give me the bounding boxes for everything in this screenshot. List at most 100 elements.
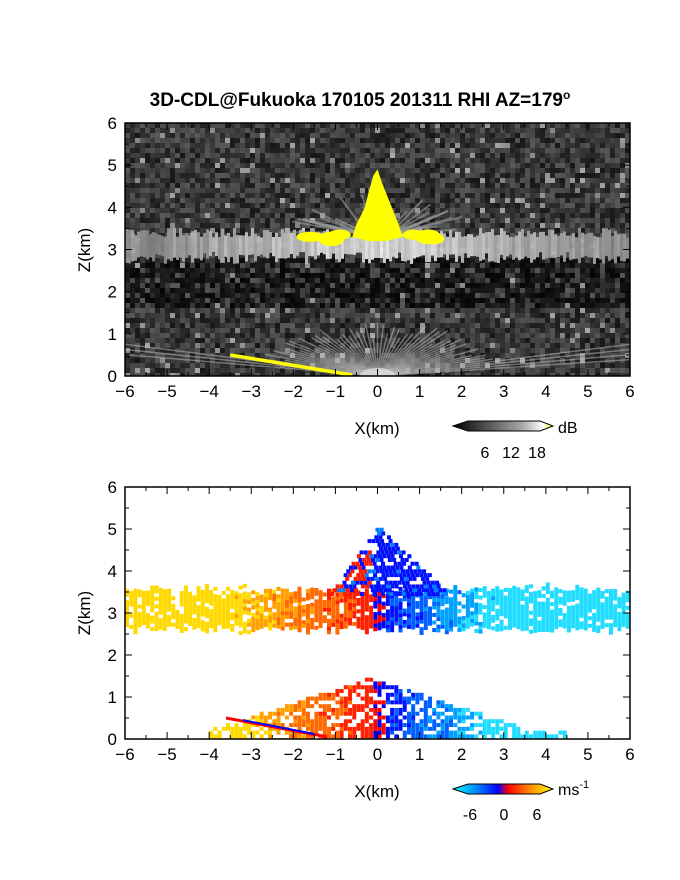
noise-cell: [395, 128, 400, 133]
noise-cell: [225, 143, 230, 148]
noise-cell: [445, 148, 450, 153]
noise-cell: [215, 143, 220, 148]
noise-cell: [230, 133, 235, 138]
noise-cell: [165, 153, 170, 158]
noise-cell: [250, 218, 255, 223]
noise-cell: [335, 143, 340, 148]
noise-cell: [530, 303, 535, 308]
noise-cell: [145, 128, 150, 133]
noise-cell: [600, 328, 605, 333]
noise-cell: [415, 183, 420, 188]
noise-cell: [225, 333, 230, 338]
noise-cell: [260, 333, 265, 338]
noise-cell: [205, 258, 210, 263]
noise-cell: [150, 338, 155, 343]
noise-cell: [430, 348, 435, 353]
noise-cell: [195, 188, 200, 193]
noise-cell: [445, 213, 450, 218]
noise-cell: [485, 308, 490, 313]
noise-cell: [370, 173, 375, 178]
noise-cell: [185, 208, 190, 213]
noise-cell: [535, 168, 540, 173]
noise-cell: [145, 163, 150, 168]
noise-cell: [200, 308, 205, 313]
noise-cell: [215, 148, 220, 153]
noise-cell: [175, 178, 180, 183]
noise-cell: [375, 143, 380, 148]
noise-cell: [195, 123, 200, 128]
noise-cell: [145, 143, 150, 148]
noise-cell: [560, 163, 565, 168]
noise-cell: [175, 188, 180, 193]
noise-cell: [295, 183, 300, 188]
noise-cell: [265, 343, 270, 348]
noise-cell: [390, 148, 395, 153]
noise-cell: [165, 143, 170, 148]
noise-cell: [490, 303, 495, 308]
noise-cell: [465, 158, 470, 163]
noise-cell: [355, 188, 360, 193]
noise-cell: [315, 213, 320, 218]
noise-cell: [555, 338, 560, 343]
noise-cell: [245, 263, 250, 268]
noise-cell: [545, 308, 550, 313]
noise-cell: [570, 158, 575, 163]
noise-cell: [600, 203, 605, 208]
noise-cell: [330, 293, 335, 298]
noise-cell: [220, 143, 225, 148]
noise-cell: [500, 188, 505, 193]
noise-cell: [135, 178, 140, 183]
noise-cell: [485, 168, 490, 173]
noise-cell: [435, 313, 440, 318]
noise-cell: [130, 318, 135, 323]
noise-cell: [380, 133, 385, 138]
noise-cell: [170, 173, 175, 178]
noise-cell: [410, 198, 415, 203]
noise-cell: [575, 218, 580, 223]
noise-cell: [145, 203, 150, 208]
noise-cell: [335, 128, 340, 133]
noise-cell: [365, 308, 370, 313]
noise-cell: [480, 303, 485, 308]
noise-cell: [590, 168, 595, 173]
noise-cell: [230, 288, 235, 293]
noise-cell: [445, 318, 450, 323]
noise-cell: [340, 123, 345, 128]
noise-cell: [190, 133, 195, 138]
noise-cell: [470, 343, 475, 348]
noise-cell: [470, 158, 475, 163]
noise-cell: [135, 163, 140, 168]
noise-cell: [135, 308, 140, 313]
noise-cell: [610, 343, 615, 348]
noise-cell: [385, 133, 390, 138]
noise-cell: [260, 318, 265, 323]
noise-cell: [240, 208, 245, 213]
noise-cell: [180, 328, 185, 333]
noise-cell: [245, 168, 250, 173]
noise-cell: [350, 308, 355, 313]
noise-cell: [570, 193, 575, 198]
noise-cell: [235, 338, 240, 343]
noise-cell: [410, 183, 415, 188]
noise-cell: [180, 148, 185, 153]
noise-cell: [425, 308, 430, 313]
noise-cell: [185, 318, 190, 323]
noise-cell: [440, 183, 445, 188]
noise-cell: [325, 138, 330, 143]
noise-cell: [300, 183, 305, 188]
noise-cell: [240, 358, 245, 363]
noise-cell: [600, 218, 605, 223]
noise-cell: [570, 173, 575, 178]
noise-cell: [160, 138, 165, 143]
noise-cell: [540, 268, 545, 273]
noise-cell: [280, 168, 285, 173]
noise-cell: [165, 158, 170, 163]
noise-cell: [545, 258, 550, 263]
noise-cell: [385, 283, 390, 288]
noise-cell: [160, 313, 165, 318]
noise-cell: [450, 168, 455, 173]
noise-cell: [355, 183, 360, 188]
noise-cell: [440, 168, 445, 173]
noise-cell: [360, 148, 365, 153]
noise-cell: [295, 213, 300, 218]
